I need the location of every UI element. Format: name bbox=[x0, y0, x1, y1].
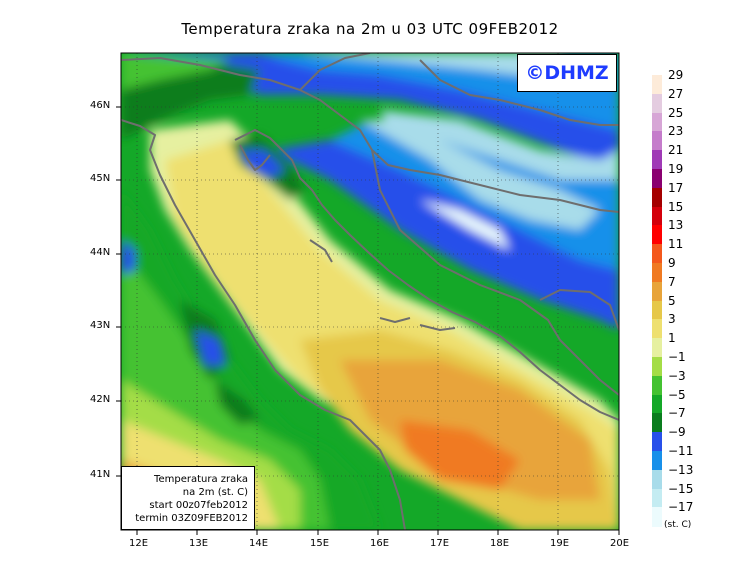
legend-label: 25 bbox=[668, 105, 684, 120]
legend-label: 23 bbox=[668, 124, 684, 139]
legend-swatch bbox=[652, 300, 662, 320]
info-line-termin: termin 03Z09FEB2012 bbox=[135, 513, 248, 524]
legend-swatch bbox=[652, 394, 662, 414]
legend-label: 9 bbox=[668, 256, 676, 270]
legend-label: −9 bbox=[668, 425, 686, 440]
info-line-units: na 2m (st. C) bbox=[182, 487, 248, 498]
legend-label: −15 bbox=[668, 481, 694, 496]
legend-swatch bbox=[652, 413, 662, 433]
legend-label: 17 bbox=[668, 180, 684, 195]
info-line-variable: Temperatura zraka bbox=[154, 474, 248, 485]
legend-swatch bbox=[652, 206, 662, 226]
legend-label: 27 bbox=[668, 86, 684, 101]
legend-label: 7 bbox=[668, 274, 676, 289]
legend-swatch bbox=[652, 244, 662, 264]
legend-swatch bbox=[652, 488, 662, 508]
legend-swatch bbox=[652, 451, 662, 471]
legend-swatch bbox=[652, 469, 662, 490]
lat-label-42n: 42N bbox=[90, 394, 111, 405]
legend-swatch bbox=[652, 375, 662, 396]
legend-label: 15 bbox=[668, 199, 684, 214]
forecast-info-box: Temperatura zraka na 2m (st. C) start 00… bbox=[121, 466, 255, 530]
legend-label: 13 bbox=[668, 218, 684, 233]
lat-label-43n: 43N bbox=[90, 320, 111, 331]
legend-label: 21 bbox=[668, 143, 684, 158]
legend-swatch bbox=[652, 357, 662, 377]
legend-label: −13 bbox=[668, 462, 694, 477]
lon-label-19e: 19E bbox=[550, 538, 570, 549]
legend-label: 5 bbox=[668, 293, 676, 308]
legend-swatch bbox=[652, 150, 662, 170]
legend-swatch bbox=[652, 187, 662, 208]
lat-label-46n: 46N bbox=[90, 100, 111, 111]
legend-label: −7 bbox=[668, 406, 686, 421]
legend-label: 19 bbox=[668, 162, 684, 176]
legend-units: (st. C) bbox=[664, 520, 692, 530]
lat-label-45n: 45N bbox=[90, 173, 111, 184]
legend-swatch bbox=[652, 281, 662, 302]
lon-label-16e: 16E bbox=[370, 538, 390, 549]
lon-label-13e: 13E bbox=[189, 538, 209, 549]
legend-swatch bbox=[652, 507, 662, 527]
legend-swatch bbox=[652, 112, 662, 132]
legend-swatch bbox=[652, 225, 662, 245]
lat-label-44n: 44N bbox=[90, 247, 111, 258]
legend-swatch bbox=[652, 93, 662, 114]
legend-swatch bbox=[652, 319, 662, 339]
legend-label: −5 bbox=[668, 387, 686, 402]
legend-swatch bbox=[652, 432, 662, 452]
legend-label: −17 bbox=[668, 500, 694, 515]
lon-label-14e: 14E bbox=[249, 538, 269, 549]
legend-label: 11 bbox=[668, 237, 684, 252]
legend-label: −1 bbox=[668, 350, 686, 364]
dhmz-logo: ©DHMZ bbox=[517, 54, 617, 92]
lon-label-20e: 20E bbox=[610, 538, 630, 549]
legend-swatch bbox=[652, 75, 662, 95]
info-line-start: start 00z07feb2012 bbox=[149, 500, 248, 511]
legend-label: −3 bbox=[668, 368, 686, 383]
legend-swatch bbox=[652, 338, 662, 358]
legend-swatch bbox=[652, 169, 662, 189]
lon-label-15e: 15E bbox=[310, 538, 330, 549]
lon-label-18e: 18E bbox=[490, 538, 510, 549]
legend-label: 1 bbox=[668, 331, 676, 346]
legend-label: 29 bbox=[668, 68, 684, 82]
map-title: Temperatura zraka na 2m u 03 UTC 09FEB20… bbox=[181, 20, 559, 38]
legend-label: −11 bbox=[668, 444, 694, 458]
lon-label-17e: 17E bbox=[430, 538, 450, 549]
lon-label-12e: 12E bbox=[129, 538, 149, 549]
legend-label: 3 bbox=[668, 312, 676, 327]
legend-swatch bbox=[652, 131, 662, 151]
lat-label-41n: 41N bbox=[90, 469, 111, 480]
legend-swatch bbox=[652, 263, 662, 283]
